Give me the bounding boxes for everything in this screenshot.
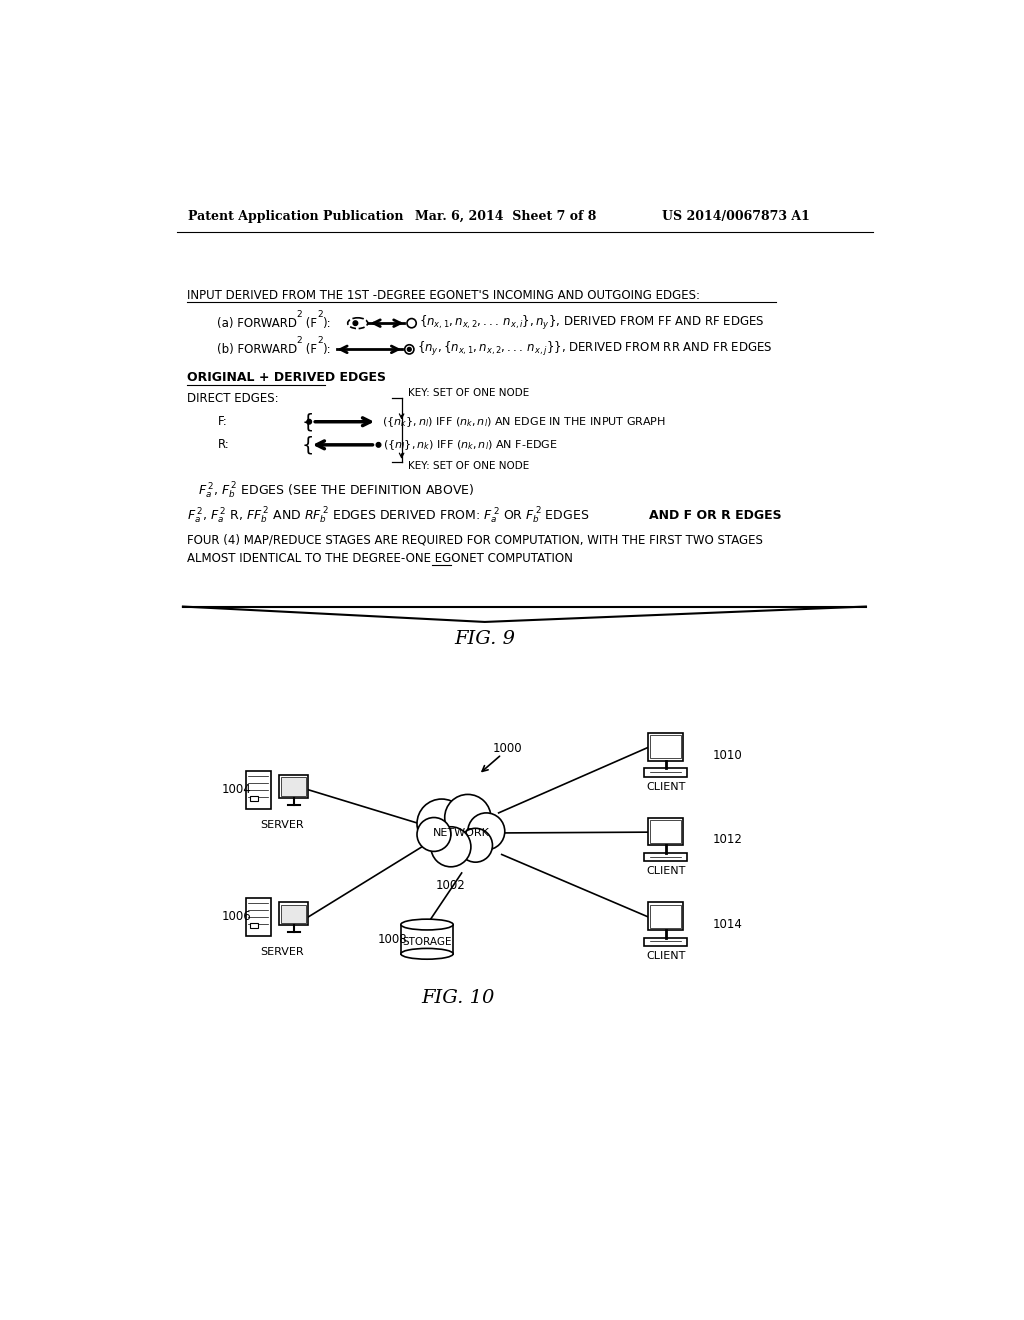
- Bar: [246, 898, 270, 936]
- Circle shape: [417, 817, 451, 851]
- Circle shape: [307, 420, 311, 424]
- Circle shape: [353, 321, 357, 326]
- Text: AND F OR R EDGES: AND F OR R EDGES: [649, 510, 781, 523]
- Text: 1004: 1004: [221, 783, 251, 796]
- Text: ALMOST IDENTICAL TO THE DEGREE-ONE EGONET COMPUTATION: ALMOST IDENTICAL TO THE DEGREE-ONE EGONE…: [186, 552, 572, 565]
- Text: CLIENT: CLIENT: [646, 781, 685, 792]
- Text: Patent Application Publication: Patent Application Publication: [188, 210, 403, 223]
- Bar: [644, 853, 687, 862]
- Text: 1008: 1008: [378, 933, 408, 946]
- Text: STORAGE: STORAGE: [402, 937, 452, 948]
- Ellipse shape: [400, 948, 454, 960]
- Bar: [400, 924, 454, 954]
- Text: KEY: SET OF ONE NODE: KEY: SET OF ONE NODE: [408, 462, 529, 471]
- Text: (F: (F: [301, 317, 316, 330]
- Text: ORIGINAL + DERIVED EDGES: ORIGINAL + DERIVED EDGES: [186, 371, 386, 384]
- Bar: [650, 904, 681, 928]
- Circle shape: [417, 799, 466, 849]
- Text: ):: ):: [323, 343, 331, 356]
- Text: NETWORK: NETWORK: [433, 828, 490, 838]
- Text: CLIENT: CLIENT: [646, 952, 685, 961]
- Text: $\{n_{x,1}, n_{x,2},...\,n_{x,i}\}, n_y\}$, DERIVED FROM FF AND RF EDGES: $\{n_{x,1}, n_{x,2},...\,n_{x,i}\}, n_y\…: [419, 314, 765, 333]
- Ellipse shape: [400, 919, 454, 929]
- Bar: [648, 733, 683, 760]
- Circle shape: [431, 826, 471, 867]
- Text: $F_a^{\,2}$, $F_a^{\,2}$ R, $FF_b^{\,2}$ AND $RF_b^{\,2}$ EDGES DERIVED FROM: $F: $F_a^{\,2}$, $F_a^{\,2}$ R, $FF_b^{\,2}$…: [186, 506, 590, 525]
- Text: SERVER: SERVER: [260, 948, 304, 957]
- Text: FIG. 9: FIG. 9: [455, 630, 515, 648]
- Text: Mar. 6, 2014  Sheet 7 of 8: Mar. 6, 2014 Sheet 7 of 8: [416, 210, 597, 223]
- Bar: [648, 817, 683, 845]
- Bar: [282, 904, 306, 923]
- Text: {: {: [301, 412, 314, 432]
- Text: R:: R:: [217, 438, 229, 451]
- Text: 1012: 1012: [713, 833, 742, 846]
- Text: F:: F:: [217, 416, 227, 428]
- Bar: [246, 771, 270, 809]
- Text: KEY: SET OF ONE NODE: KEY: SET OF ONE NODE: [408, 388, 529, 399]
- Text: FOUR (4) MAP/REDUCE STAGES ARE REQUIRED FOR COMPUTATION, WITH THE FIRST TWO STAG: FOUR (4) MAP/REDUCE STAGES ARE REQUIRED …: [186, 533, 763, 546]
- Text: ):: ):: [323, 317, 331, 330]
- Bar: [648, 903, 683, 929]
- Text: $(\{n_k\}, n_l)$ IFF $(n_k, n_l)$ AN EDGE IN THE INPUT GRAPH: $(\{n_k\}, n_l)$ IFF $(n_k, n_l)$ AN EDG…: [382, 414, 666, 429]
- Bar: [644, 768, 687, 776]
- Text: DIRECT EDGES:: DIRECT EDGES:: [186, 392, 279, 405]
- Circle shape: [444, 795, 490, 841]
- Text: INPUT DERIVED FROM THE 1ST -DEGREE EGONET'S INCOMING AND OUTGOING EDGES:: INPUT DERIVED FROM THE 1ST -DEGREE EGONE…: [186, 289, 699, 302]
- Text: CLIENT: CLIENT: [646, 866, 685, 876]
- Circle shape: [408, 347, 412, 351]
- Bar: [282, 777, 306, 796]
- Bar: [644, 937, 687, 946]
- Text: 1002: 1002: [435, 879, 465, 892]
- Bar: [650, 820, 681, 843]
- Circle shape: [468, 813, 505, 850]
- Text: (a) FORWARD: (a) FORWARD: [217, 317, 297, 330]
- Text: (b) FORWARD: (b) FORWARD: [217, 343, 297, 356]
- Bar: [280, 775, 308, 799]
- Text: $\{n_y, \{n_{x,1}, n_{x,2},...\,n_{x,j}\}\}$, DERIVED FROM RR AND FR EDGES: $\{n_y, \{n_{x,1}, n_{x,2},...\,n_{x,j}\…: [417, 341, 773, 358]
- Text: (F: (F: [301, 343, 316, 356]
- Text: 2: 2: [296, 310, 302, 318]
- Text: 2: 2: [317, 310, 324, 318]
- Text: SERVER: SERVER: [260, 820, 304, 830]
- Circle shape: [376, 442, 381, 447]
- Text: 2: 2: [296, 335, 302, 345]
- Bar: [250, 923, 258, 928]
- Circle shape: [459, 829, 493, 862]
- Text: 1006: 1006: [221, 911, 251, 924]
- Text: {: {: [301, 436, 314, 454]
- Text: $(\{n_l\}, n_k)$ IFF $(n_k, n_l)$ AN F-EDGE: $(\{n_l\}, n_k)$ IFF $(n_k, n_l)$ AN F-E…: [383, 438, 558, 451]
- Text: $F_a^{\,2}$, $F_b^{\,2}$ EDGES (SEE THE DEFINITION ABOVE): $F_a^{\,2}$, $F_b^{\,2}$ EDGES (SEE THE …: [199, 480, 475, 502]
- Text: US 2014/0067873 A1: US 2014/0067873 A1: [662, 210, 810, 223]
- Bar: [650, 735, 681, 758]
- Text: 1010: 1010: [713, 748, 742, 762]
- Text: 1000: 1000: [493, 742, 522, 755]
- Text: 2: 2: [317, 335, 324, 345]
- Text: FIG. 10: FIG. 10: [421, 989, 495, 1007]
- Text: 1014: 1014: [713, 917, 742, 931]
- Bar: [250, 796, 258, 801]
- Bar: [280, 903, 308, 925]
